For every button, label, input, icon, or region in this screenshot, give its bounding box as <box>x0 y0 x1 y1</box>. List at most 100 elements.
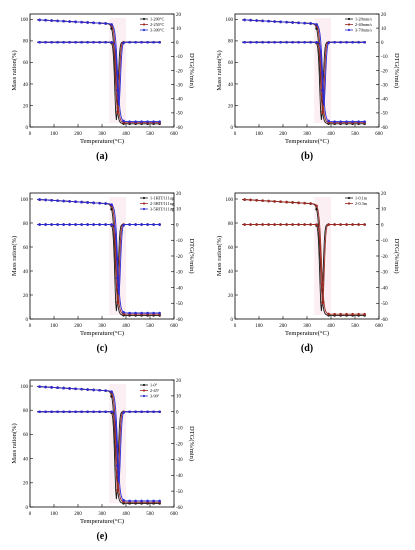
dtg-point <box>146 223 149 226</box>
dtg-point <box>315 40 318 44</box>
y-right-tick-label: -30 <box>381 271 388 276</box>
tga-point <box>62 386 65 390</box>
x-tick-label: 500 <box>351 132 359 137</box>
tga-series-line <box>242 19 365 123</box>
dtg-point <box>38 40 41 44</box>
tga-point <box>140 499 143 503</box>
legend-marker <box>142 383 146 387</box>
legend-marker <box>142 207 146 211</box>
y-left-tick-label: 20 <box>23 482 29 487</box>
y-right-tick-label: -50 <box>176 490 183 495</box>
dtg-point <box>128 223 131 226</box>
dtg-point <box>279 223 282 226</box>
x-tick-label: 300 <box>303 132 311 137</box>
tga-point <box>351 120 354 123</box>
tga-point <box>110 390 113 394</box>
y-left-axis-label: Mass ration(%) <box>11 423 18 463</box>
y-right-tick-label: 10 <box>176 27 182 32</box>
panel-label: (c) <box>96 343 107 354</box>
tga-point <box>158 311 161 315</box>
dtg-point <box>321 88 324 92</box>
tga-point <box>110 23 113 26</box>
y-left-tick-label: 40 <box>228 270 234 275</box>
chart-panel: 0 100 200 300 400 500 600020406080100-60-50-40… <box>216 13 400 162</box>
y-right-axis-label: DTG(%/min) <box>393 53 400 88</box>
tga-point <box>339 312 342 316</box>
y-right-axis-label: DTG(%/min) <box>188 53 195 88</box>
x-tick-label: 300 <box>98 132 106 137</box>
tga-point <box>333 120 336 123</box>
dtg-point <box>333 40 336 44</box>
legend-marker <box>347 17 351 21</box>
dtg-point <box>68 410 71 414</box>
tga-point <box>327 312 330 316</box>
x-tick-label: 400 <box>122 512 130 517</box>
legend-marker <box>142 17 146 21</box>
dtg-point <box>104 40 107 44</box>
y-right-tick-label: 10 <box>176 208 182 213</box>
dtg-point <box>74 40 77 44</box>
y-right-tick-label: 20 <box>381 192 387 197</box>
x-tick-label: 100 <box>255 132 263 137</box>
tga-point <box>146 120 149 123</box>
dtg-point <box>297 40 300 44</box>
tga-point <box>357 120 360 123</box>
y-right-tick-label: -10 <box>176 239 183 244</box>
tga-point <box>110 203 113 206</box>
y-left-tick-label: 80 <box>23 409 29 414</box>
y-left-tick-label: 40 <box>23 270 29 275</box>
y-left-tick-label: 20 <box>228 104 234 109</box>
y-right-tick-label: -50 <box>176 112 183 117</box>
dtg-series-line <box>37 224 160 312</box>
tga-point <box>351 312 354 316</box>
dtg-point <box>128 410 131 414</box>
tga-point <box>92 21 95 25</box>
tga-series-line <box>242 198 365 315</box>
y-left-axis-label: Mass ration(%) <box>11 50 18 90</box>
dtg-point <box>92 223 95 226</box>
y-left-tick-label: 100 <box>21 198 29 203</box>
legend-label: 1-20mm/s <box>355 17 372 22</box>
tga-series-line <box>37 386 160 504</box>
dtg-point <box>351 40 354 44</box>
dtg-point <box>98 223 101 226</box>
dtg-point <box>44 40 47 44</box>
tga-series-line <box>37 198 160 316</box>
y-right-tick-label: -10 <box>381 55 388 60</box>
plot-frame <box>29 192 175 320</box>
y-left-tick-label: 80 <box>23 222 29 227</box>
x-tick-label: 300 <box>98 324 106 329</box>
tga-series-line <box>37 19 160 124</box>
tga-series-line <box>37 19 160 125</box>
tga-point <box>297 201 300 205</box>
tga-point <box>122 310 125 314</box>
dtg-point <box>273 223 276 226</box>
dtg-series-line <box>242 224 365 312</box>
dtg-point <box>44 223 47 226</box>
dtg-point <box>92 410 95 414</box>
y-left-tick-label: 40 <box>23 83 29 88</box>
y-right-tick-label: -20 <box>176 255 183 260</box>
tga-point <box>116 71 119 75</box>
dtg-point <box>321 301 324 305</box>
dtg-series-line <box>37 41 160 120</box>
y-right-tick-label: -30 <box>176 458 183 463</box>
dtg-point <box>285 223 288 226</box>
y-left-tick-label: 60 <box>23 61 29 66</box>
dtg-point <box>140 223 143 226</box>
legend-marker <box>142 202 146 205</box>
y-left-tick-label: 40 <box>23 457 29 462</box>
x-axis-label: Temperature(°C) <box>285 138 329 145</box>
tga-point <box>68 200 71 203</box>
legend-marker <box>142 28 146 32</box>
tga-point <box>273 200 276 203</box>
dtg-point <box>152 410 155 414</box>
dtg-point <box>249 40 252 44</box>
dtg-series-line <box>242 41 365 120</box>
tga-point <box>152 311 155 315</box>
tga-point <box>44 385 47 389</box>
dtg-point <box>303 40 306 44</box>
legend-label: 1-1HIT/111ug <box>150 196 175 201</box>
tga-point <box>363 120 366 123</box>
